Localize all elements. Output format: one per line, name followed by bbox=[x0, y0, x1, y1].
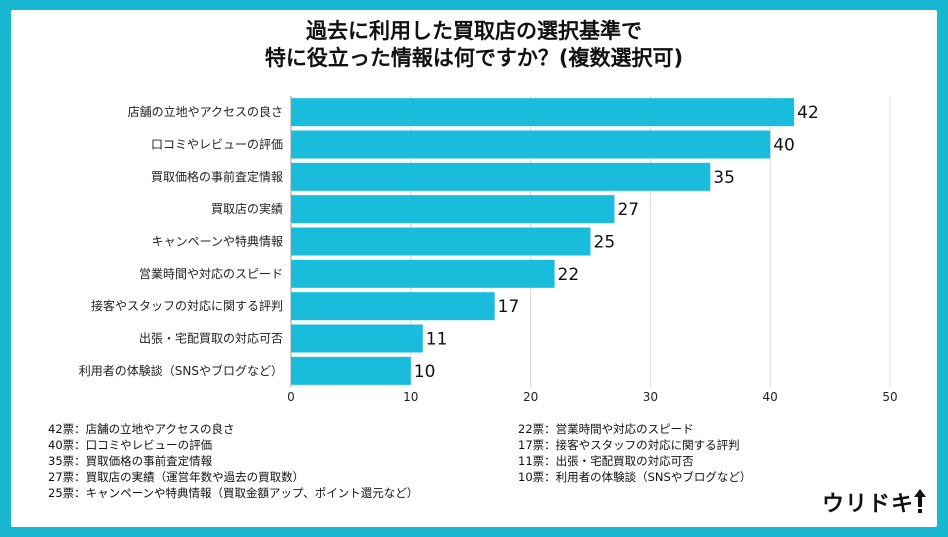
bar-3 bbox=[291, 162, 711, 191]
value-label-5: 25 bbox=[594, 233, 616, 253]
brand-logo: ウリドキ bbox=[822, 486, 927, 519]
chart-title: 過去に利用した買取店の選択基準で 特に役立った情報は何ですか？(複数選択可) bbox=[11, 18, 937, 72]
x-tick-label-20: 20 bbox=[523, 390, 538, 404]
category-label-8: 出張・宅配買取の対応可否 bbox=[139, 331, 283, 346]
bar-5 bbox=[291, 227, 591, 256]
value-label-3: 35 bbox=[713, 168, 735, 188]
category-label-5: キャンペーンや特典情報 bbox=[152, 234, 283, 249]
category-label-1: 店舗の立地やアクセスの良さ bbox=[128, 104, 283, 119]
bar-6 bbox=[291, 259, 555, 288]
category-label-9: 利用者の体験談（SNSやブログなど） bbox=[79, 363, 283, 378]
note-left-3: 35票：買取価格の事前査定情報 bbox=[48, 454, 213, 468]
x-tick-label-0: 0 bbox=[287, 390, 295, 404]
x-tick-label-40: 40 bbox=[763, 390, 778, 404]
category-label-7: 接客やスタッフの対応に関する評判 bbox=[91, 298, 283, 313]
brand-logo-text: ウリドキ bbox=[822, 492, 915, 517]
bar-4 bbox=[291, 195, 615, 224]
value-label-2: 40 bbox=[773, 136, 795, 156]
notes-right: 22票：営業時間や対応のスピード 17票：接客やスタッフの対応に関する評判 11… bbox=[518, 421, 751, 485]
x-tick-label-10: 10 bbox=[403, 390, 418, 404]
bar-9 bbox=[291, 356, 411, 385]
bar-1 bbox=[291, 98, 795, 127]
chart-title-line-2: 特に役立った情報は何ですか？(複数選択可) bbox=[264, 46, 684, 70]
note-left-4: 27票：買取店の実績（運営年数や過去の買取数） bbox=[48, 470, 305, 484]
bar-7 bbox=[291, 292, 495, 321]
chart-title-line-1: 過去に利用した買取店の選択基準で bbox=[306, 19, 642, 43]
category-label-4: 買取店の実績 bbox=[211, 201, 283, 216]
note-right-4: 10票：利用者の体験談（SNSやブログなど） bbox=[518, 470, 752, 484]
value-label-8: 11 bbox=[426, 330, 448, 350]
note-left-5: 25票：キャンペーンや特典情報（買取金額アップ、ポイント還元など） bbox=[48, 486, 419, 500]
bar-8 bbox=[291, 324, 423, 353]
bar-2 bbox=[291, 130, 771, 159]
note-right-2: 17票：接客やスタッフの対応に関する評判 bbox=[518, 438, 740, 452]
value-label-4: 27 bbox=[617, 200, 639, 220]
note-right-1: 22票：営業時間や対応のスピード bbox=[518, 422, 694, 436]
value-label-7: 17 bbox=[498, 297, 520, 317]
notes-left: 42票：店舗の立地やアクセスの良さ 40票：口コミやレビューの評価 35票：買取… bbox=[48, 421, 418, 501]
up-arrow-icon bbox=[914, 489, 927, 519]
x-tick-label-50: 50 bbox=[882, 390, 897, 404]
note-left-1: 42票：店舗の立地やアクセスの良さ bbox=[48, 422, 235, 436]
note-left-2: 40票：口コミやレビューの評価 bbox=[48, 438, 213, 452]
x-tick-label-30: 30 bbox=[643, 390, 658, 404]
category-label-3: 買取価格の事前査定情報 bbox=[151, 169, 283, 184]
value-label-6: 22 bbox=[558, 265, 580, 285]
category-label-2: 口コミやレビューの評価 bbox=[151, 137, 283, 152]
value-label-9: 10 bbox=[414, 362, 436, 382]
note-right-3: 11票：出張・宅配買取の対応可否 bbox=[518, 454, 694, 468]
value-label-1: 42 bbox=[797, 103, 819, 123]
category-label-6: 営業時間や対応のスピード bbox=[139, 267, 283, 281]
